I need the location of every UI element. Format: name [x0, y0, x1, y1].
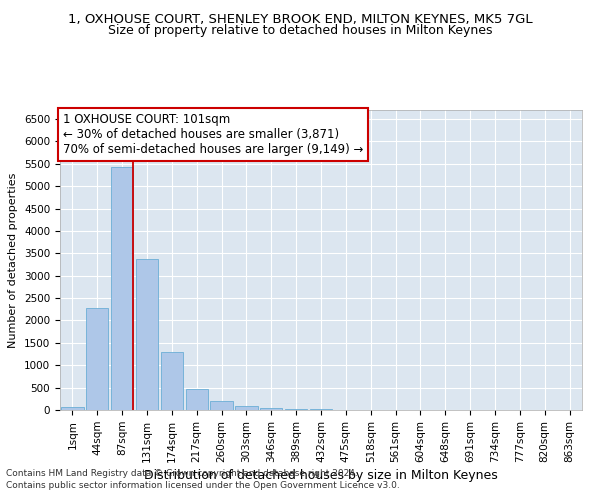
Bar [310, 409, 332, 410]
Text: Contains public sector information licensed under the Open Government Licence v3: Contains public sector information licen… [6, 481, 400, 490]
Bar [285, 408, 307, 410]
Text: 1 OXHOUSE COURT: 101sqm
← 30% of detached houses are smaller (3,871)
70% of semi: 1 OXHOUSE COURT: 101sqm ← 30% of detache… [62, 113, 363, 156]
Text: Contains HM Land Registry data © Crown copyright and database right 2024.: Contains HM Land Registry data © Crown c… [6, 468, 358, 477]
Bar [211, 402, 233, 410]
Bar [235, 406, 257, 410]
X-axis label: Distribution of detached houses by size in Milton Keynes: Distribution of detached houses by size … [144, 469, 498, 482]
Bar [61, 406, 83, 410]
Text: 1, OXHOUSE COURT, SHENLEY BROOK END, MILTON KEYNES, MK5 7GL: 1, OXHOUSE COURT, SHENLEY BROOK END, MIL… [68, 12, 532, 26]
Bar [260, 408, 283, 410]
Bar [86, 308, 109, 410]
Bar [161, 352, 183, 410]
Bar [136, 258, 158, 410]
Text: Size of property relative to detached houses in Milton Keynes: Size of property relative to detached ho… [108, 24, 492, 37]
Bar [185, 388, 208, 410]
Bar [111, 168, 133, 410]
Y-axis label: Number of detached properties: Number of detached properties [8, 172, 19, 348]
